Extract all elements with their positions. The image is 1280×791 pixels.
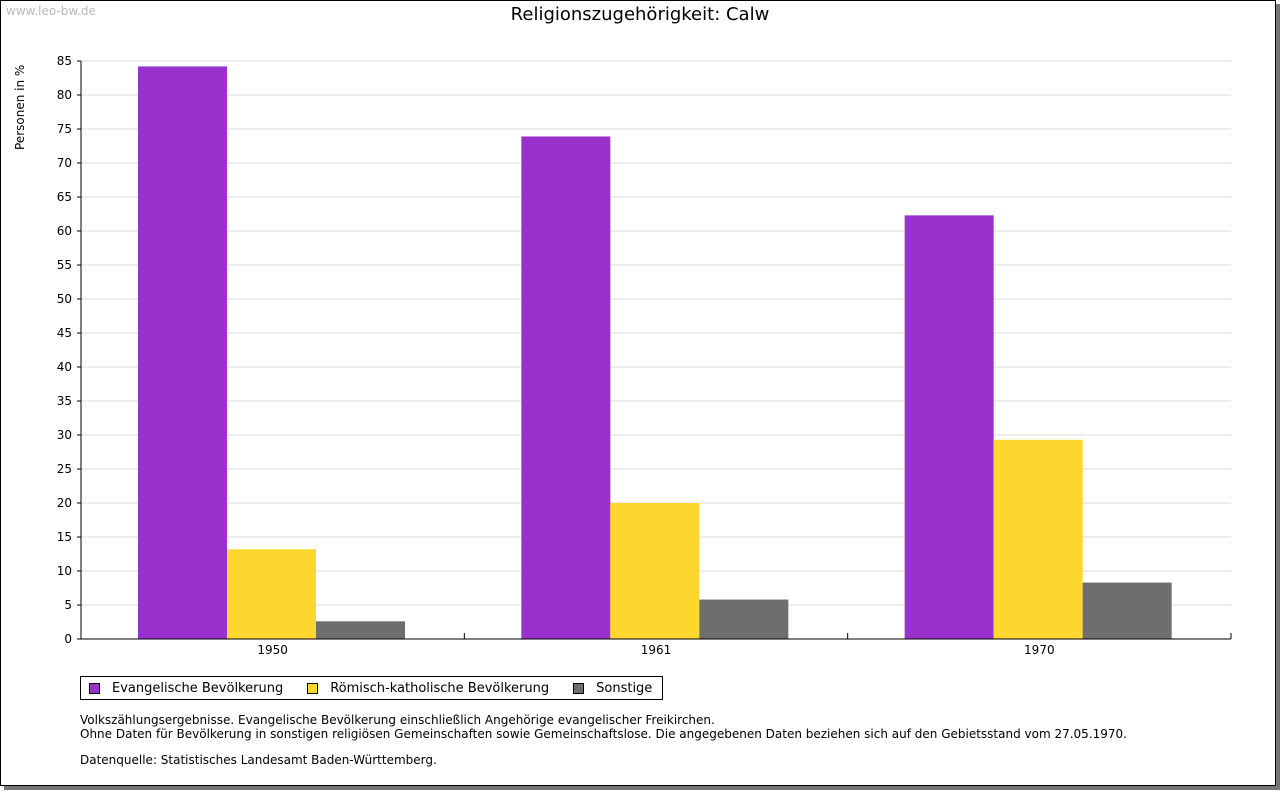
y-tick-label: 25 bbox=[57, 462, 72, 476]
legend-item-evangelisch: Evangelische Bevölkerung bbox=[89, 681, 283, 696]
x-tick-label: 1961 bbox=[641, 643, 672, 657]
legend-item-katholisch: Römisch-katholische Bevölkerung bbox=[307, 681, 549, 696]
legend-item-sonstige: Sonstige bbox=[573, 681, 652, 696]
y-tick-label: 85 bbox=[57, 54, 72, 68]
y-tick-label: 30 bbox=[57, 428, 72, 442]
legend-swatch-katholisch bbox=[307, 682, 319, 694]
y-tick-label: 60 bbox=[57, 224, 72, 238]
bar-1-1 bbox=[610, 503, 700, 639]
legend-label-katholisch: Römisch-katholische Bevölkerung bbox=[330, 680, 550, 696]
watermark: www.leo-bw.de bbox=[6, 4, 96, 18]
bar-2-0 bbox=[316, 621, 405, 639]
legend-label-evangelisch: Evangelische Bevölkerung bbox=[112, 680, 284, 696]
y-tick-label: 15 bbox=[57, 530, 72, 544]
y-tick-label: 80 bbox=[57, 88, 72, 102]
bar-0-0 bbox=[138, 66, 227, 639]
y-tick-label: 75 bbox=[57, 122, 72, 136]
bar-0-2 bbox=[904, 215, 994, 640]
legend: Evangelische Bevölkerung Römisch-katholi… bbox=[80, 676, 664, 700]
y-tick-label: 45 bbox=[57, 326, 72, 340]
legend-swatch-evangelisch bbox=[89, 682, 100, 694]
note-line-2: Ohne Daten für Bevölkerung in sonstigen … bbox=[80, 727, 1127, 741]
bar-1-0 bbox=[227, 549, 316, 639]
y-tick-label: 50 bbox=[57, 292, 72, 306]
y-tick-label: 35 bbox=[57, 394, 72, 408]
legend-swatch-sonstige bbox=[573, 682, 585, 694]
note-line-1: Volkszählungsergebnisse. Evangelische Be… bbox=[80, 713, 715, 727]
x-tick-label: 1970 bbox=[1024, 643, 1055, 657]
y-tick-label: 20 bbox=[57, 496, 72, 510]
bar-2-1 bbox=[699, 599, 789, 639]
x-tick-label: 1950 bbox=[257, 643, 288, 657]
y-tick-label: 5 bbox=[64, 598, 72, 612]
bar-1-2 bbox=[993, 439, 1083, 639]
y-tick-label: 65 bbox=[57, 190, 72, 204]
y-tick-label: 0 bbox=[64, 632, 72, 646]
y-tick-label: 70 bbox=[57, 156, 72, 170]
y-tick-label: 10 bbox=[57, 564, 72, 578]
bar-0-1 bbox=[521, 136, 611, 640]
legend-label-sonstige: Sonstige bbox=[596, 680, 653, 696]
bar-2-2 bbox=[1082, 582, 1172, 639]
y-tick-label: 55 bbox=[57, 258, 72, 272]
y-tick-label: 40 bbox=[57, 360, 72, 374]
chart-title: Religionszugehörigkeit: Calw bbox=[510, 4, 770, 25]
data-source-note: Datenquelle: Statistisches Landesamt Bad… bbox=[80, 753, 437, 767]
